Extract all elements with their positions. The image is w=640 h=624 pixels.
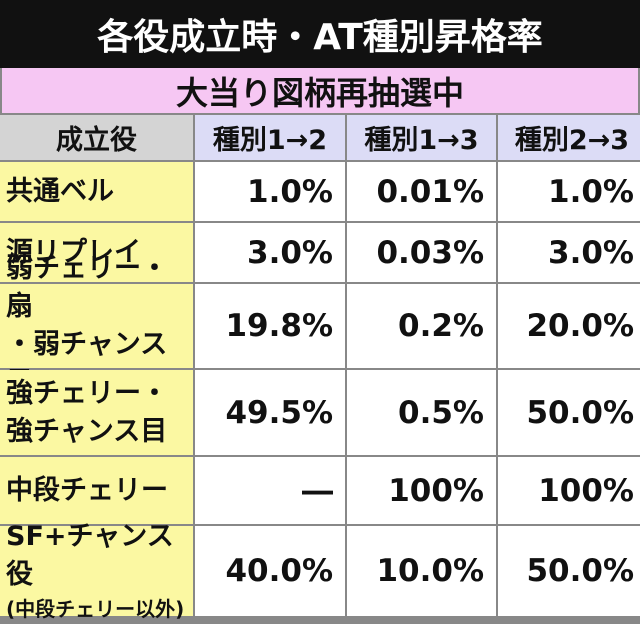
value-cell: 3.0% [195, 223, 345, 282]
value-cell: 100% [498, 457, 640, 524]
row-label: 源リプレイ [0, 223, 193, 282]
row-label-line: 共通ベル [6, 175, 114, 207]
value-cell: 50.0% [498, 370, 640, 455]
value-cell: 0.2% [347, 284, 496, 368]
column-header: 種別1→2 [195, 115, 345, 160]
value-cell: 19.8% [195, 284, 345, 368]
column-header: 種別2→3 [498, 115, 640, 160]
table: 成立役 種別1→2 種別1→3 種別2→3 共通ベル 1.0% 0.01% 1.0% 源リプレイ… [0, 115, 640, 621]
row-label-line: SF+チャンス役 [6, 521, 174, 590]
row-label-line: 強チャンス目 [6, 415, 168, 447]
row-label-line: 源リプレイ [6, 236, 141, 268]
row-label-line: (中段チェリー以外) [6, 597, 185, 621]
row-label: 弱チェリー・扇・弱チャンス目 [0, 253, 193, 398]
row-label-line: 弱チェリー・扇 [6, 253, 168, 322]
value-cell: 100% [347, 457, 496, 524]
value-cell: 10.0% [347, 526, 496, 616]
row-label: 共通ベル [0, 162, 193, 221]
row-label: 強チェリー・ 強チャンス目 [0, 370, 193, 455]
column-header: 成立役 [0, 115, 193, 160]
row-label: 中段チェリー [0, 457, 193, 524]
value-cell: 3.0% [498, 223, 640, 282]
value-cell: 20.0% [498, 284, 640, 368]
value-cell: 0.01% [347, 162, 496, 221]
row-label: SF+チャンス役 (中段チェリー以外) [0, 521, 193, 621]
value-cell: 1.0% [498, 162, 640, 221]
value-cell: 0.03% [347, 223, 496, 282]
value-cell: 40.0% [195, 526, 345, 616]
value-cell: ― [195, 457, 345, 524]
value-cell: 0.5% [347, 370, 496, 455]
value-cell: 49.5% [195, 370, 345, 455]
title: 各役成立時・AT種別昇格率 [0, 0, 640, 68]
subtitle: 大当り図柄再抽選中 [2, 68, 638, 113]
row-label-line: 中段チェリー [6, 474, 168, 506]
value-cell: 1.0% [195, 162, 345, 221]
column-header: 種別1→3 [347, 115, 496, 160]
value-cell: 50.0% [498, 526, 640, 616]
row-label-line: 強チェリー・ [6, 377, 168, 409]
